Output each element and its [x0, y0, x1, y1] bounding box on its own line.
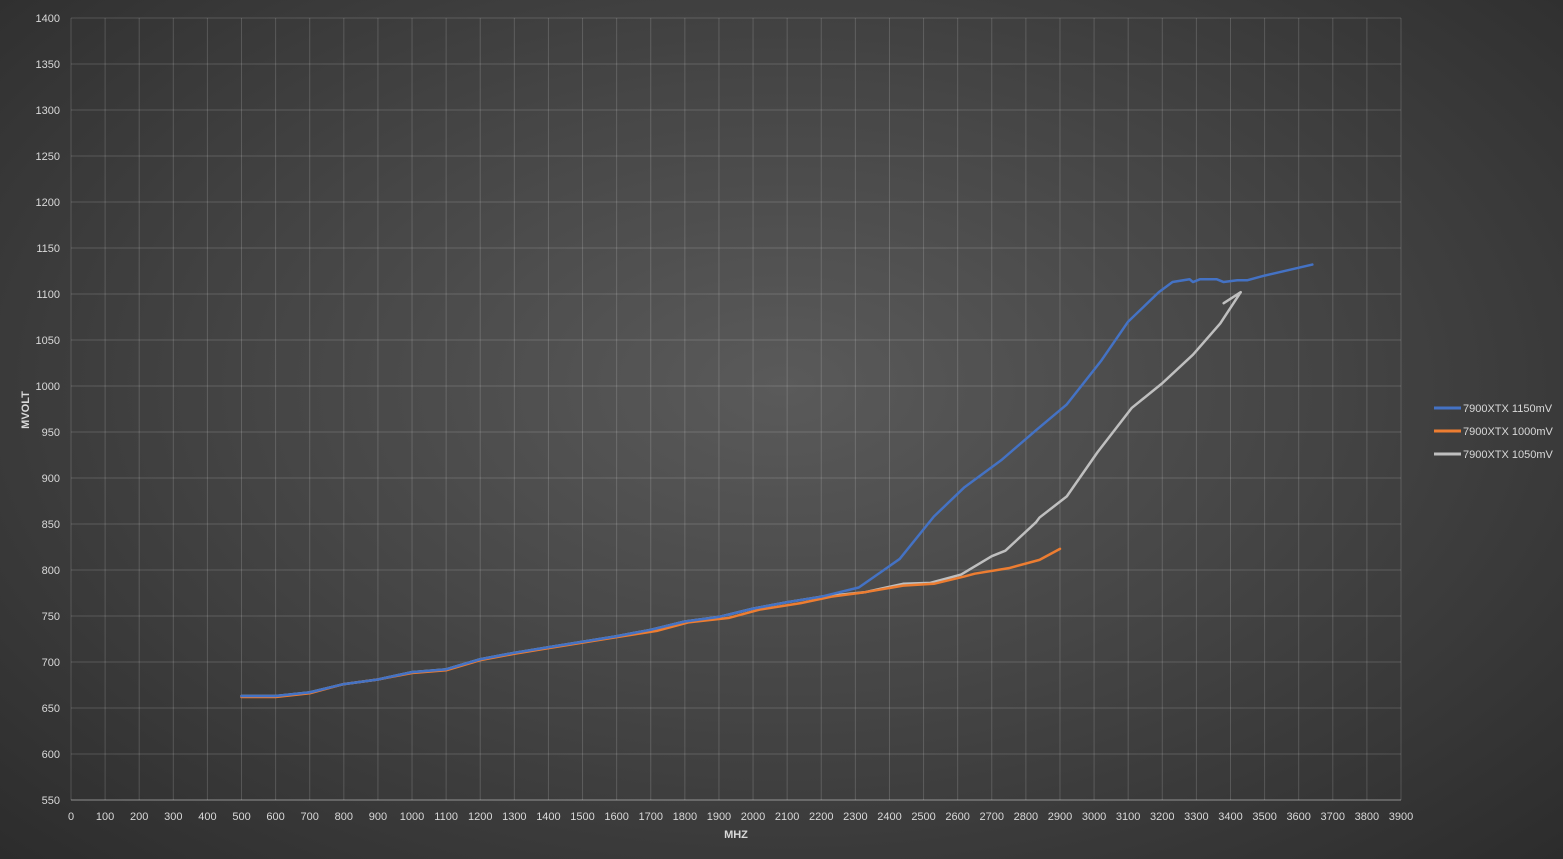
x-tick-label: 3200 [1150, 811, 1174, 823]
x-tick-label: 3400 [1218, 811, 1242, 823]
x-tick-label: 1300 [502, 811, 526, 823]
x-tick-label: 1800 [673, 811, 697, 823]
x-tick-label: 400 [198, 811, 216, 823]
x-tick-label: 100 [96, 811, 114, 823]
x-tick-label: 0 [68, 811, 74, 823]
series-lines [240, 263, 1314, 699]
x-tick-label: 700 [301, 811, 319, 823]
x-tick-label: 300 [164, 811, 182, 823]
y-tick-label: 1350 [36, 59, 60, 71]
x-tick-label: 3700 [1321, 811, 1345, 823]
x-tick-label: 1500 [570, 811, 594, 823]
legend: 7900XTX 1150mV 7900XTX 1000mV 7900XTX 10… [1434, 403, 1554, 461]
x-tick-label: 3800 [1355, 811, 1379, 823]
x-tick-label: 1900 [707, 811, 731, 823]
x-tick-label: 2200 [809, 811, 833, 823]
legend-label: 7900XTX 1000mV [1463, 426, 1554, 438]
x-tick-label: 2700 [980, 811, 1004, 823]
x-tick-label: 2300 [843, 811, 867, 823]
legend-item[interactable]: 7900XTX 1050mV [1434, 449, 1554, 461]
x-tick-label: 2400 [877, 811, 901, 823]
x-tick-label: 3300 [1184, 811, 1208, 823]
x-tick-label: 2800 [1014, 811, 1038, 823]
x-tick-label: 3000 [1082, 811, 1106, 823]
legend-label: 7900XTX 1150mV [1463, 403, 1553, 415]
y-tick-label: 650 [42, 703, 60, 715]
y-tick-label: 800 [42, 565, 60, 577]
x-tick-label: 3600 [1286, 811, 1310, 823]
x-tick-label: 1600 [604, 811, 628, 823]
x-tick-label: 2500 [911, 811, 935, 823]
x-tick-label: 800 [335, 811, 353, 823]
x-tick-label: 3900 [1389, 811, 1413, 823]
y-tick-label: 1250 [36, 151, 60, 163]
x-tick-label: 1700 [639, 811, 663, 823]
series-line-0 [240, 263, 1314, 698]
x-tick-label: 2000 [741, 811, 765, 823]
x-tick-label: 600 [266, 811, 284, 823]
x-tick-label: 900 [369, 811, 387, 823]
y-tick-label: 750 [42, 611, 60, 623]
y-tick-label: 900 [42, 473, 60, 485]
x-tick-label: 500 [232, 811, 250, 823]
y-tick-label: 1200 [36, 197, 60, 209]
y-tick-label: 1050 [36, 335, 60, 347]
y-tick-label: 550 [42, 795, 60, 807]
x-tick-label: 1200 [468, 811, 492, 823]
legend-item[interactable]: 7900XTX 1150mV [1434, 403, 1553, 415]
x-tick-label: 3500 [1252, 811, 1276, 823]
gridlines [70, 17, 1402, 801]
legend-label: 7900XTX 1050mV [1463, 449, 1554, 461]
y-tick-label: 850 [42, 519, 60, 531]
x-tick-label: 3100 [1116, 811, 1140, 823]
y-tick-label: 1150 [36, 243, 60, 255]
y-tick-label: 1000 [36, 381, 60, 393]
x-tick-label: 2900 [1048, 811, 1072, 823]
y-tick-label: 700 [42, 657, 60, 669]
y-tick-label: 1400 [36, 13, 60, 25]
x-axis-title: MHZ [724, 829, 748, 841]
y-tick-label: 600 [42, 749, 60, 761]
x-tick-label: 2100 [775, 811, 799, 823]
x-tick-label: 2600 [945, 811, 969, 823]
x-tick-label: 1400 [536, 811, 560, 823]
y-tick-label: 1100 [36, 289, 60, 301]
x-tick-label: 1000 [400, 811, 424, 823]
series-line-2 [240, 290, 1242, 698]
y-axis-title: MVOLT [20, 391, 32, 429]
legend-item[interactable]: 7900XTX 1000mV [1434, 426, 1554, 438]
x-tick-label: 200 [130, 811, 148, 823]
y-tick-label: 1300 [36, 105, 60, 117]
x-tick-label: 1100 [434, 811, 458, 823]
tick-labels: 0 100 200 300 400 500 600 700 800 900 1000 1100 1200… [36, 13, 1414, 823]
y-tick-label: 950 [42, 427, 60, 439]
